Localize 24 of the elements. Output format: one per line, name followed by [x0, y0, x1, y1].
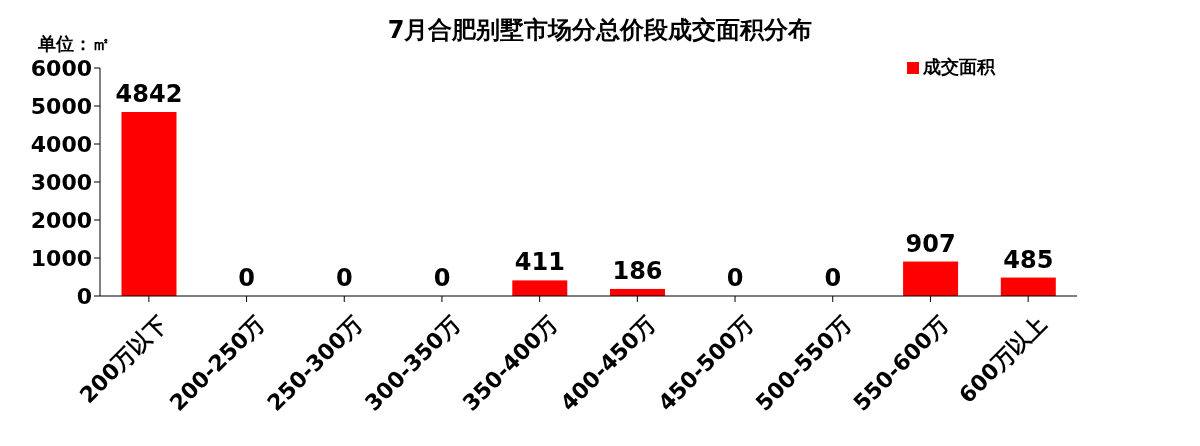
bar	[121, 112, 177, 296]
y-tick-label: 0	[76, 283, 92, 309]
y-tick-label: 3000	[30, 169, 92, 195]
data-label: 0	[433, 264, 451, 292]
data-label: 0	[336, 264, 353, 292]
bar	[903, 261, 959, 296]
y-tick-label: 5000	[30, 93, 92, 119]
data-label: 0	[824, 264, 842, 292]
text: 单位：㎡	[38, 32, 110, 56]
data-label: 0	[238, 264, 256, 292]
y-tick-label: 1000	[30, 245, 92, 271]
chart-title: 7月合肥别墅市场分总价段成交面积分布	[387, 16, 813, 44]
bar	[512, 280, 568, 296]
data-label: 907	[905, 229, 956, 258]
data-label: 186	[612, 256, 663, 285]
data-label: 0	[726, 264, 744, 292]
data-label: 485	[1003, 245, 1054, 274]
y-tick-label: 2000	[30, 207, 92, 233]
y-tick-label: 4000	[30, 131, 92, 157]
legend-label: 成交面积	[923, 56, 995, 77]
data-label: 411	[514, 248, 565, 277]
y-tick-label: 6000	[30, 55, 92, 81]
data-label: 4842	[115, 80, 183, 108]
bar	[1000, 277, 1056, 296]
